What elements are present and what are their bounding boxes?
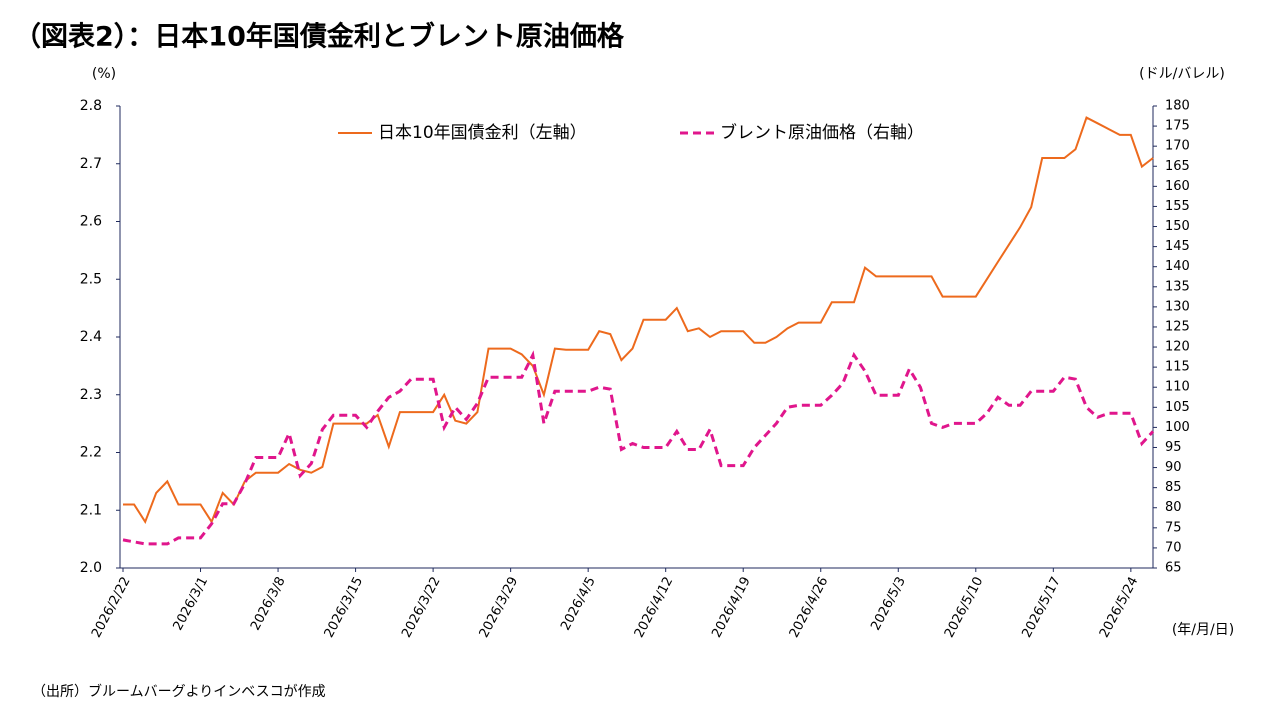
y2-tick-label: 75 xyxy=(1165,520,1182,535)
y2-tick-label: 170 xyxy=(1165,139,1190,154)
y-tick-label: 2.8 xyxy=(80,98,102,114)
legend-label: 日本10年国債金利（左軸） xyxy=(378,123,587,143)
y2-tick-label: 65 xyxy=(1165,561,1182,576)
y2-tick-label: 140 xyxy=(1165,259,1190,274)
x-tick-label: 2026/5/17 xyxy=(1019,574,1064,640)
y2-tick-label: 180 xyxy=(1165,99,1190,114)
source-note: （出所）ブルームバーグよりインベスコが作成 xyxy=(32,683,326,700)
y2-tick-label: 160 xyxy=(1165,179,1190,194)
y2-tick-label: 145 xyxy=(1165,239,1190,254)
y2-tick-label: 135 xyxy=(1165,279,1190,294)
y-tick-label: 2.3 xyxy=(80,387,102,403)
x-tick-label: 2026/2/22 xyxy=(89,574,134,640)
x-tick-label: 2026/3/15 xyxy=(322,574,367,640)
y2-tick-label: 90 xyxy=(1165,460,1182,475)
x-tick-label: 2026/4/19 xyxy=(709,574,754,640)
y2-tick-label: 125 xyxy=(1165,319,1190,334)
x-tick-label: 2026/3/8 xyxy=(248,574,289,633)
y2-tick-label: 115 xyxy=(1165,360,1190,375)
x-tick-label: 2026/4/12 xyxy=(632,574,677,640)
y2-tick-label: 100 xyxy=(1165,420,1190,435)
y2-tick-label: 85 xyxy=(1165,480,1182,495)
y2-tick-label: 70 xyxy=(1165,540,1182,555)
y2-tick-label: 175 xyxy=(1165,119,1190,134)
series-line xyxy=(122,350,1155,546)
y-tick-label: 2.0 xyxy=(80,560,102,576)
y2-tick-label: 165 xyxy=(1165,159,1190,174)
x-tick-label: 2026/4/5 xyxy=(558,574,599,633)
x-tick-label: 2026/5/10 xyxy=(942,574,987,640)
y2-tick-label: 120 xyxy=(1165,340,1190,355)
x-axis-label: (年/月/日) xyxy=(1172,622,1234,638)
x-tick-label: 2026/3/1 xyxy=(170,574,211,633)
y2-tick-label: 80 xyxy=(1165,500,1182,515)
y2-tick-label: 95 xyxy=(1165,440,1182,455)
y-tick-label: 2.5 xyxy=(80,271,102,287)
y2-tick-label: 110 xyxy=(1165,380,1190,395)
y2-axis-label: (ドル/バレル) xyxy=(1139,66,1225,82)
y-tick-label: 2.2 xyxy=(80,445,102,461)
x-tick-label: 2026/4/26 xyxy=(787,574,832,640)
y2-tick-label: 105 xyxy=(1165,400,1190,415)
x-tick-label: 2026/5/24 xyxy=(1097,574,1142,640)
y2-tick-label: 150 xyxy=(1165,219,1190,234)
y2-tick-label: 155 xyxy=(1165,199,1190,214)
x-tick-label: 2026/3/22 xyxy=(399,574,444,640)
y-axis-label: (%) xyxy=(92,66,116,82)
chart-title: （図表2）：日本10年国債金利とブレント原油価格 xyxy=(14,21,625,53)
x-tick-label: 2026/3/29 xyxy=(477,574,522,640)
y2-tick-label: 130 xyxy=(1165,299,1190,314)
y-tick-label: 2.7 xyxy=(80,156,102,172)
y-tick-label: 2.6 xyxy=(80,214,102,230)
series-line xyxy=(123,116,1154,525)
y-tick-label: 2.1 xyxy=(80,502,102,518)
legend-label: ブレント原油価格（右軸） xyxy=(720,122,924,143)
x-tick-label: 2026/5/3 xyxy=(868,574,909,633)
y-tick-label: 2.4 xyxy=(80,329,102,345)
